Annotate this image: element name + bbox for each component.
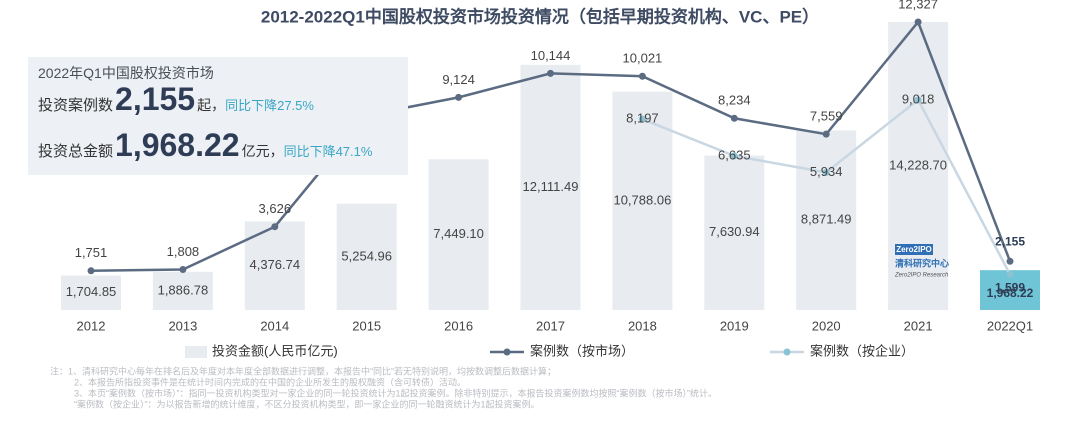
bar-label: 1,704.85 [66, 284, 117, 299]
logo-mark: Zero2IPO [896, 245, 932, 254]
line-label: 6,635 [718, 147, 751, 162]
bar [152, 271, 213, 310]
bar-label: 7,630.94 [709, 224, 760, 239]
line-marker [638, 115, 646, 123]
bar-label: 4,376.74 [249, 257, 300, 272]
bar-label: 5,254.96 [341, 248, 392, 263]
line-label: 1,751 [75, 245, 108, 260]
info-unit: 亿元， [241, 143, 284, 159]
info-change: 同比下降27.5% [225, 98, 314, 113]
bar-label: 14,228.70 [889, 157, 947, 172]
line-marker [455, 93, 463, 101]
line-label: 5,934 [810, 164, 843, 179]
info-label: 投资案例数 [38, 97, 114, 114]
line-label: 8,234 [718, 93, 751, 108]
line-marker [914, 18, 922, 26]
line-marker [271, 223, 279, 231]
legend-label: 案例数（按企业） [810, 343, 914, 358]
note: 3、本页“案例数（按市场）”：指同一投资机构类型对一家企业的同一轮投资统计为1起… [74, 387, 717, 398]
x-tick-label: 2017 [536, 318, 565, 333]
info-change: 同比下降47.1% [283, 144, 373, 159]
bar [61, 275, 121, 310]
line-label: 10,144 [531, 48, 571, 63]
info-heading: 2022年Q1中国股权投资市场 [38, 65, 214, 81]
line-label: 9,018 [902, 91, 935, 106]
note: 注：1、清科研究中心每年在排名后及年度对本年度全部数据进行调整，本报告中“同比”… [50, 365, 556, 376]
line-marker [730, 114, 738, 122]
line-marker [914, 96, 922, 104]
line-marker [638, 72, 646, 80]
bar-label: 8,871.49 [801, 212, 852, 227]
info-box: 2022年Q1中国股权投资市场 投资案例数 2,155 起， 同比下降27.5%… [28, 57, 408, 175]
legend-marker [783, 348, 791, 356]
line-marker [179, 265, 187, 273]
x-tick-label: 2016 [444, 318, 473, 333]
line-label: 12,327 [898, 0, 938, 11]
info-number: 2,155 [115, 81, 196, 117]
line-marker [822, 130, 830, 138]
legend-label: 案例数（按市场） [530, 343, 634, 358]
line-label: 1,808 [167, 244, 200, 259]
bar [704, 155, 765, 310]
bar [428, 159, 489, 310]
info-number: 1,968.22 [115, 127, 240, 163]
line-marker [1006, 270, 1014, 278]
x-tick-label: 2019 [720, 318, 749, 333]
x-tick-label: 2014 [260, 318, 289, 333]
logo-name: 清科研究中心 [895, 257, 949, 268]
logo-box [895, 244, 933, 255]
info-unit: 起， [197, 97, 226, 113]
line-label: 2,155 [995, 234, 1025, 248]
info-row: 投资总金额 1,968.22 亿元， 同比下降47.1% [38, 127, 372, 164]
line-marker [87, 267, 95, 275]
legend-label: 投资金额(人民币亿元) [212, 343, 338, 358]
line-marker [730, 152, 738, 160]
chart-title: 2012-2022Q1中国股权投资市场投资情况（包括早期投资机构、VC、PE） [261, 6, 819, 26]
bar-label: 10,788.06 [613, 192, 671, 207]
bar [336, 203, 397, 310]
x-tick-label: 2021 [904, 318, 933, 333]
bar [520, 64, 581, 311]
legend-marker [503, 348, 511, 356]
legend-swatch [185, 346, 207, 358]
bar-label: 1,886.78 [158, 282, 209, 297]
info-label: 投资总金额 [38, 143, 114, 160]
line-marker [547, 69, 554, 77]
bar [796, 130, 857, 310]
info-row: 投资案例数 2,155 起， 同比下降27.5% [38, 81, 314, 118]
bar [888, 22, 949, 310]
line-label: 10,021 [623, 51, 663, 66]
line-marker [822, 168, 830, 176]
line-label: 9,124 [442, 72, 475, 87]
x-tick-label: 2018 [628, 318, 657, 333]
note: “案例数（按企业）”：为以报告新增的统计维度，不区分投资机构类型，即一家企业的同… [74, 398, 540, 409]
line-label: 1,599 [995, 281, 1025, 295]
logo-sub: Zero2IPO Research [894, 273, 949, 279]
note: 2、本报告所指投资事件是在统计时间内完成的在中国的企业所发生的股权融资（含可转债… [74, 376, 466, 387]
x-tick-label: 2013 [168, 318, 197, 333]
line-label: 3,626 [259, 201, 292, 216]
line-marker [1006, 257, 1014, 265]
bar-label: 1,968.22 [987, 286, 1034, 300]
x-tick-label: 2022Q1 [987, 318, 1033, 333]
line-label: 8,197 [626, 111, 659, 126]
x-tick-label: 2012 [77, 318, 106, 333]
bar-label: 7,449.10 [433, 226, 484, 241]
x-tick-label: 2015 [352, 318, 381, 333]
bar-label: 12,111.49 [523, 179, 579, 194]
x-tick-label: 2020 [812, 318, 841, 333]
line-label: 7,559 [810, 109, 843, 124]
